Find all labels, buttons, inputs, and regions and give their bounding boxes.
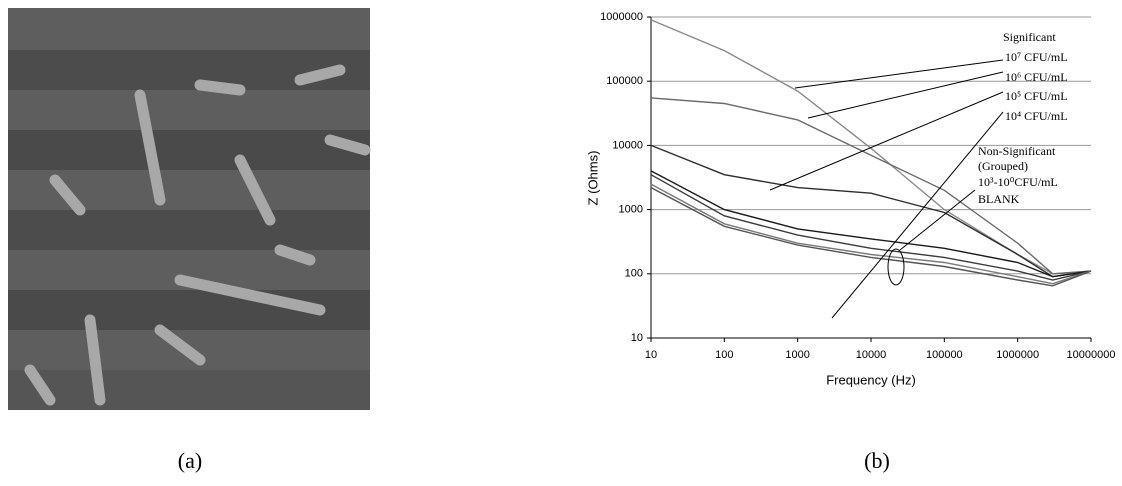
annotation: Significant — [1003, 30, 1056, 44]
caption: (b) — [864, 448, 890, 473]
pointer-line — [832, 112, 1003, 318]
chart: 10 100 1000 10000 100000 1000000 10 100 1000 1000… — [585, 11, 1115, 473]
x-tick-label: 1000000 — [996, 349, 1039, 361]
x-axis-label: Frequency (Hz) — [826, 372, 916, 387]
annotation: 10³-10⁰CFU/mL — [978, 175, 1058, 189]
pointer-line — [900, 190, 975, 250]
annotation: 10⁷ CFU/mL — [1005, 50, 1068, 64]
annotation: Non-Significant — [978, 144, 1056, 158]
y-tick-label: 100 — [625, 268, 643, 280]
pointer-line — [795, 60, 1003, 88]
figure: 4µm 2 µm (a) 10 100 1000 10000 100000 1000000… — [0, 0, 1122, 486]
y-tick-label: 1000000 — [600, 11, 643, 23]
x-tick-label: 10000 — [856, 349, 887, 361]
x-tick-label: 10 — [645, 349, 657, 361]
body: 4µm 2 µm (a) 10 100 1000 10000 100000 1000000… — [0, 0, 1122, 486]
x-tick-label: 1000 — [785, 349, 809, 361]
small-scale-label: 2 µm — [485, 386, 507, 397]
annotation: 10⁴ CFU/mL — [1005, 109, 1068, 123]
pointer-line — [770, 92, 1003, 190]
pointer-line — [808, 72, 1003, 118]
y-tick-label: 100000 — [606, 75, 643, 87]
y-tick-label: 10000 — [612, 139, 643, 151]
image-band — [8, 370, 370, 410]
sem-image: 4µm 2 µm (a) — [8, 8, 527, 473]
scale-bar — [375, 62, 510, 68]
annotation: 10⁵ CFU/mL — [1005, 89, 1068, 103]
page: {"image_a": {"scale_label": "4µm", "smal… — [0, 0, 1122, 486]
series-line — [651, 175, 1091, 280]
x-tick-label: 10000000 — [1067, 349, 1116, 361]
y-tick-label: 1000 — [619, 204, 643, 216]
annotation: 10⁶ CFU/mL — [1005, 70, 1068, 84]
y-axis-label: Z (Ohms) — [585, 151, 600, 206]
y-tick-label: 10 — [631, 332, 643, 344]
group-ellipse — [888, 249, 904, 285]
x-tick-label: 100 — [715, 349, 733, 361]
image-band — [8, 210, 370, 250]
image-band — [8, 50, 370, 90]
rod — [200, 85, 240, 90]
small-scale-bar — [465, 377, 527, 379]
series-line — [651, 184, 1091, 284]
annotation: (Grouped) — [978, 159, 1028, 173]
image-band — [8, 130, 370, 170]
annotation: BLANK — [978, 192, 1020, 206]
scale-label: 4µm — [416, 77, 463, 104]
caption: (a) — [178, 448, 202, 473]
x-tick-label: 100000 — [926, 349, 963, 361]
